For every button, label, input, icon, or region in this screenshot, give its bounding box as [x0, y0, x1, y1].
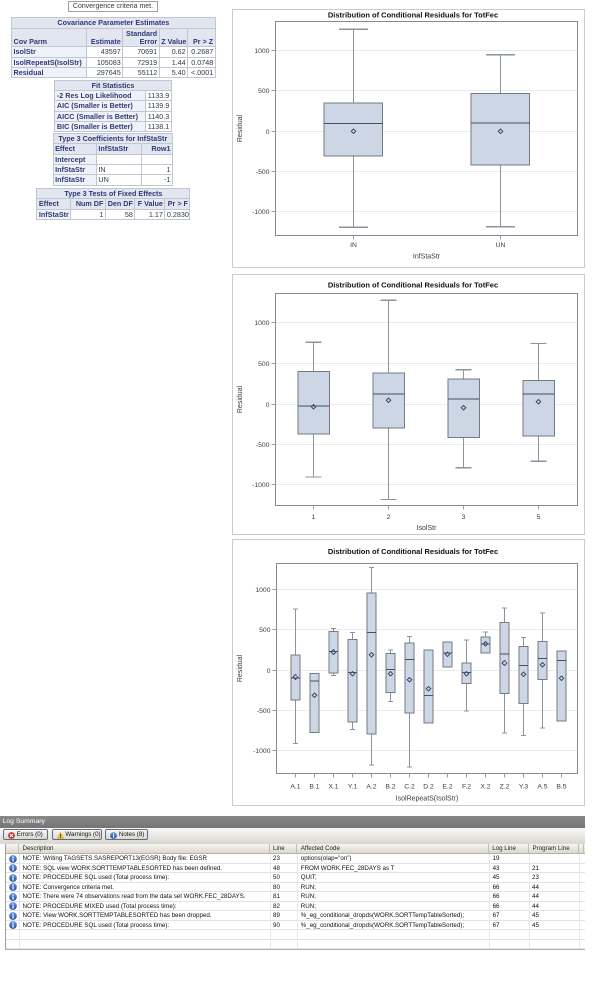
svg-text:X.1: X.1	[328, 784, 338, 791]
svg-text:B.5: B.5	[556, 784, 566, 791]
svg-text:IN: IN	[350, 242, 357, 249]
svg-text:Residual: Residual	[237, 654, 244, 682]
svg-text:0: 0	[267, 668, 271, 675]
svg-text:Z.2: Z.2	[500, 784, 510, 791]
svg-text:-500: -500	[256, 169, 270, 176]
svg-text:UN: UN	[496, 242, 506, 249]
svg-text:1000: 1000	[254, 320, 269, 327]
svg-text:1000: 1000	[255, 587, 270, 594]
svg-text:A.2: A.2	[366, 784, 376, 791]
svg-text:0: 0	[266, 402, 270, 409]
svg-text:500: 500	[258, 88, 270, 95]
svg-text:500: 500	[259, 627, 271, 634]
svg-text:A.5: A.5	[537, 784, 547, 791]
svg-text:A.1: A.1	[290, 784, 300, 791]
svg-text:1: 1	[312, 514, 316, 521]
svg-text:-1000: -1000	[252, 482, 270, 489]
svg-text:-500: -500	[256, 442, 270, 449]
svg-text:-500: -500	[257, 708, 271, 715]
svg-text:5: 5	[537, 514, 541, 521]
svg-text:Residual: Residual	[237, 114, 244, 142]
svg-text:-1000: -1000	[252, 209, 270, 216]
svg-text:F.2: F.2	[462, 784, 471, 791]
svg-text:Y.3: Y.3	[519, 784, 529, 791]
svg-text:C.2: C.2	[404, 784, 415, 791]
svg-text:2: 2	[387, 514, 391, 521]
svg-text:IsolRepeatS(IsolStr): IsolRepeatS(IsolStr)	[396, 796, 459, 803]
svg-text:1000: 1000	[254, 48, 269, 55]
svg-text:Distribution of Conditional Re: Distribution of Conditional Residuals fo…	[328, 11, 498, 20]
svg-text:E.2: E.2	[442, 784, 452, 791]
svg-text:D.2: D.2	[423, 784, 434, 791]
svg-text:B.1: B.1	[309, 784, 319, 791]
svg-text:InfStaStr: InfStaStr	[413, 254, 441, 261]
svg-text:IsolStr: IsolStr	[417, 525, 438, 532]
svg-text:Y.1: Y.1	[348, 784, 358, 791]
svg-text:500: 500	[258, 361, 270, 368]
svg-text:B.2: B.2	[385, 784, 395, 791]
svg-text:Residual: Residual	[237, 385, 244, 413]
svg-text:Distribution of Conditional Re: Distribution of Conditional Residuals fo…	[328, 547, 498, 556]
svg-text:Distribution of Conditional Re: Distribution of Conditional Residuals fo…	[328, 280, 498, 289]
svg-text:0: 0	[266, 129, 270, 136]
svg-text:X.2: X.2	[480, 784, 490, 791]
svg-text:-1000: -1000	[253, 748, 271, 755]
svg-text:3: 3	[462, 514, 466, 521]
